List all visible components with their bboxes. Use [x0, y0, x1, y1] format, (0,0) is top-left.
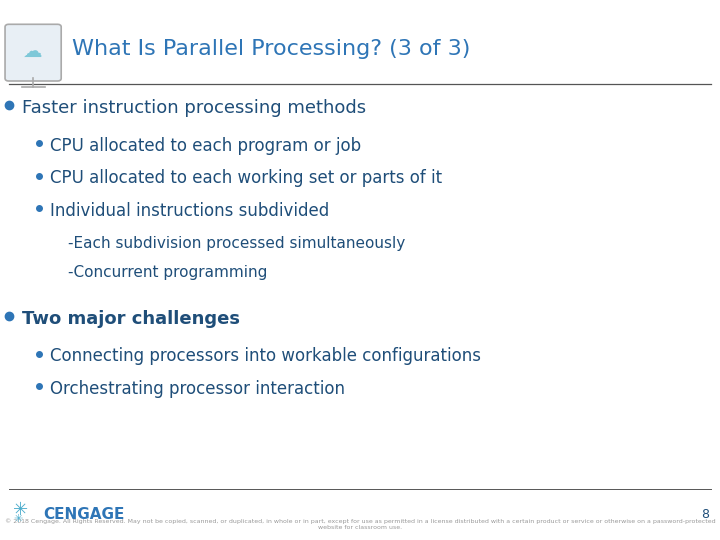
Text: CPU allocated to each program or job: CPU allocated to each program or job [50, 137, 361, 155]
Text: Orchestrating processor interaction: Orchestrating processor interaction [50, 380, 346, 398]
Text: 8: 8 [701, 508, 709, 521]
Text: What Is Parallel Processing? (3 of 3): What Is Parallel Processing? (3 of 3) [72, 38, 470, 59]
Text: Connecting processors into workable configurations: Connecting processors into workable conf… [50, 347, 482, 366]
Text: Faster instruction processing methods: Faster instruction processing methods [22, 99, 366, 117]
Text: -Concurrent programming: -Concurrent programming [68, 265, 268, 280]
Text: Two major challenges: Two major challenges [22, 309, 240, 328]
Text: Individual instructions subdivided: Individual instructions subdivided [50, 201, 330, 220]
Text: ☁: ☁ [23, 42, 43, 61]
Text: ✳: ✳ [13, 515, 22, 524]
Text: CPU allocated to each working set or parts of it: CPU allocated to each working set or par… [50, 169, 443, 187]
FancyBboxPatch shape [5, 24, 61, 81]
Text: CENGAGE: CENGAGE [43, 507, 125, 522]
Text: ✳: ✳ [13, 501, 28, 519]
Text: -Each subdivision processed simultaneously: -Each subdivision processed simultaneous… [68, 235, 405, 251]
Text: © 2018 Cengage. All Rights Reserved. May not be copied, scanned, or duplicated, : © 2018 Cengage. All Rights Reserved. May… [5, 518, 715, 530]
